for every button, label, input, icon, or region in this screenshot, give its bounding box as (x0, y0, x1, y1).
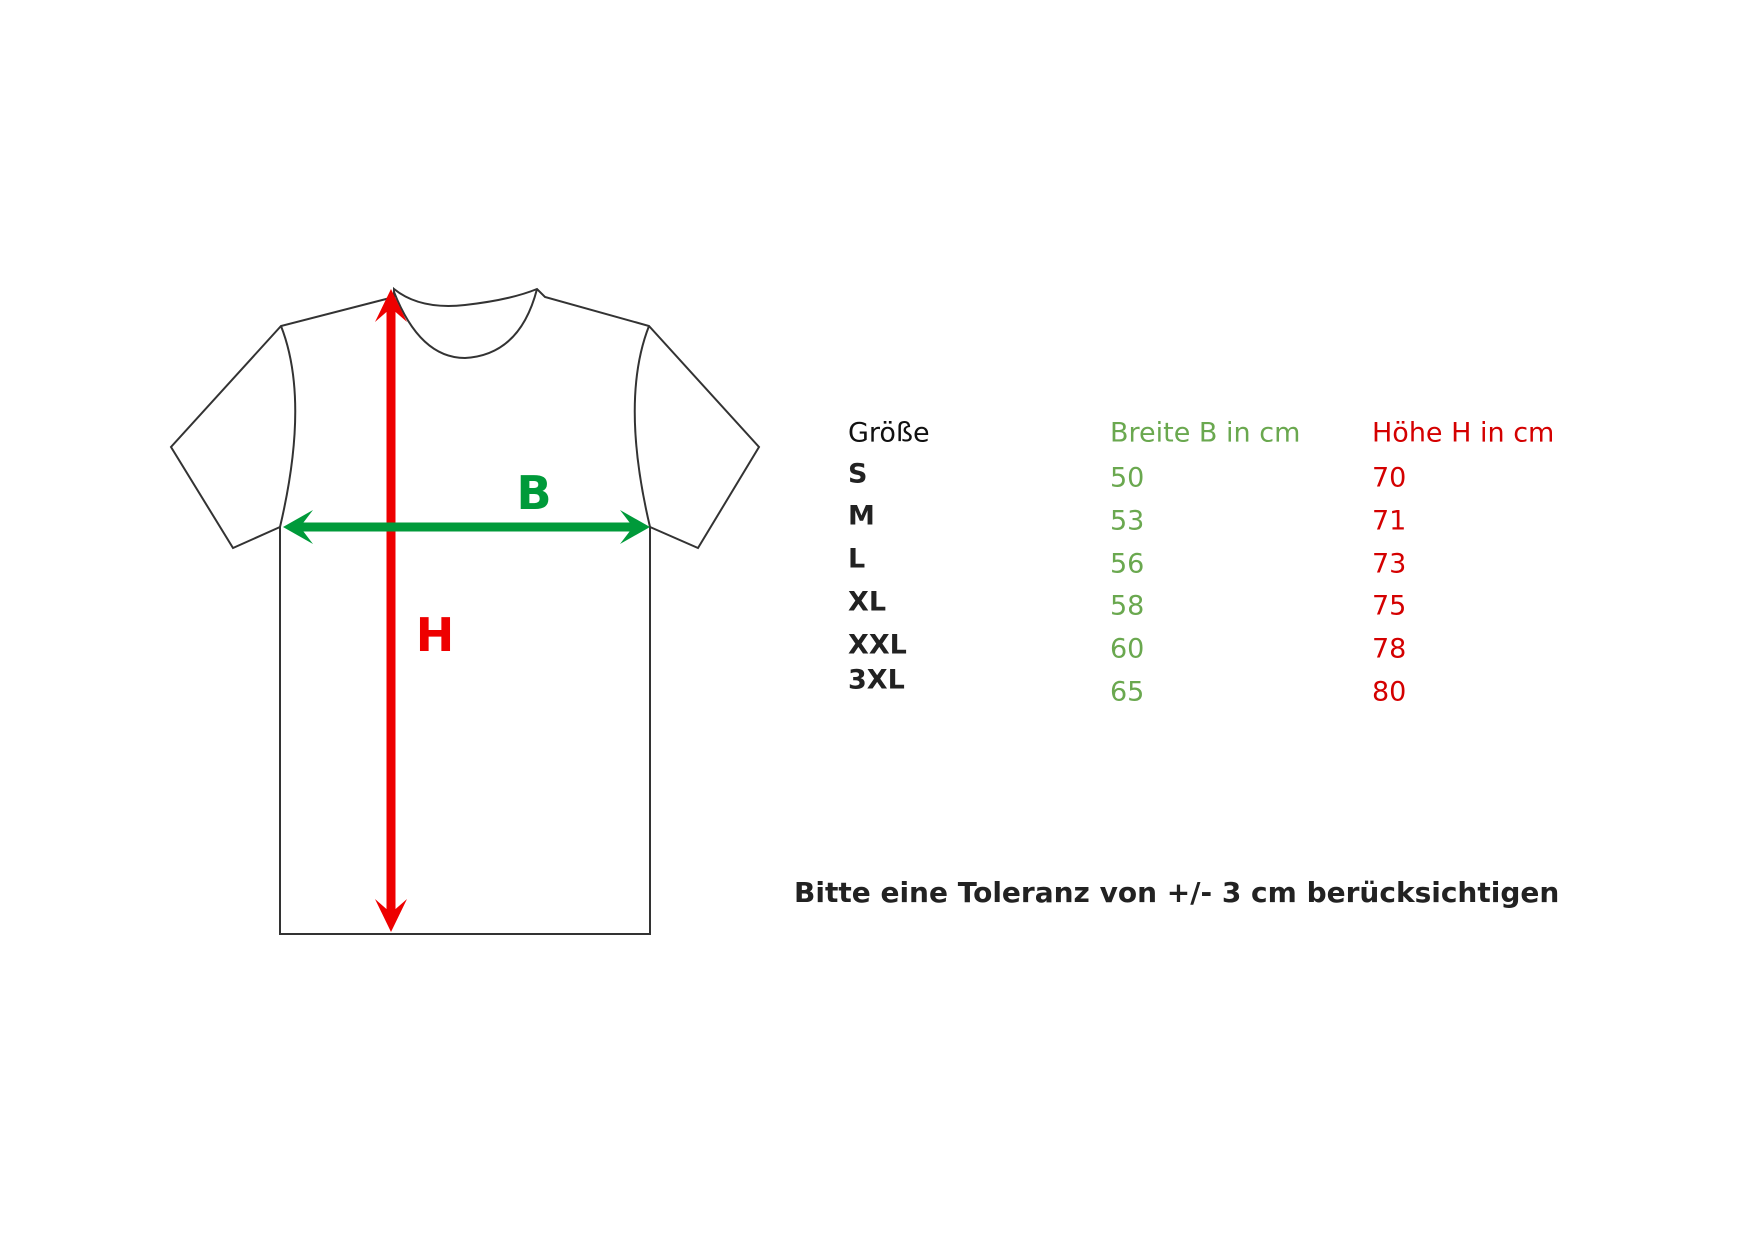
row-height: 78 (1372, 633, 1407, 665)
row-height: 73 (1372, 548, 1407, 580)
row-width: 56 (1110, 548, 1145, 580)
row-height: 80 (1372, 676, 1407, 708)
row-size: S (848, 458, 868, 490)
row-height: 70 (1372, 462, 1407, 494)
tshirt-outline (169, 286, 761, 935)
row-width: 53 (1110, 505, 1145, 537)
row-width: 60 (1110, 633, 1145, 665)
header-size: Größe (848, 417, 930, 449)
row-size: L (848, 543, 866, 575)
header-height: Höhe H in cm (1372, 417, 1555, 449)
width-label: B (516, 466, 551, 520)
width-arrow (283, 510, 650, 544)
tolerance-note: Bitte eine Toleranz von +/- 3 cm berücks… (794, 876, 1560, 909)
row-height: 75 (1372, 590, 1407, 622)
height-arrow (375, 289, 407, 932)
row-width: 58 (1110, 590, 1145, 622)
row-size: XL (848, 586, 887, 618)
row-size: XXL (848, 629, 907, 661)
height-label: H (416, 608, 455, 662)
row-width: 65 (1110, 676, 1145, 708)
row-size: M (848, 500, 875, 532)
row-size: 3XL (848, 664, 905, 696)
row-height: 71 (1372, 505, 1407, 537)
row-width: 50 (1110, 462, 1145, 494)
header-width: Breite B in cm (1110, 417, 1301, 449)
